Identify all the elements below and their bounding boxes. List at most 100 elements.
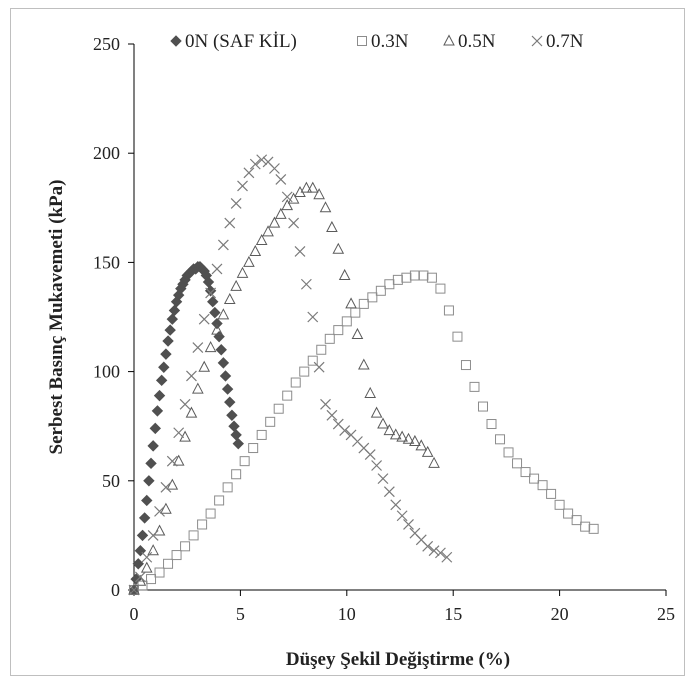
data-point bbox=[418, 270, 429, 281]
data-point bbox=[160, 348, 172, 360]
legend-item: 0.5N bbox=[443, 31, 496, 52]
data-point bbox=[428, 545, 440, 557]
data-point bbox=[377, 473, 389, 485]
data-point bbox=[313, 361, 325, 373]
data-point bbox=[370, 406, 383, 418]
data-point bbox=[141, 551, 153, 563]
data-point bbox=[441, 551, 453, 563]
data-point bbox=[288, 217, 300, 229]
data-point bbox=[222, 482, 233, 493]
data-point bbox=[281, 199, 294, 211]
data-point bbox=[138, 512, 151, 524]
data-point bbox=[160, 502, 172, 514]
data-point bbox=[249, 158, 261, 170]
data-point bbox=[217, 239, 229, 251]
data-point bbox=[403, 519, 414, 530]
data-point bbox=[143, 475, 155, 487]
y-tick-label: 200 bbox=[93, 143, 120, 163]
data-point bbox=[452, 331, 463, 342]
data-point bbox=[141, 494, 153, 507]
data-point bbox=[207, 296, 219, 308]
data-point bbox=[205, 508, 216, 519]
data-point bbox=[364, 386, 377, 398]
data-point bbox=[460, 360, 471, 371]
data-point bbox=[333, 325, 344, 336]
series-2 bbox=[128, 181, 440, 595]
data-point bbox=[168, 304, 181, 317]
legend: 0N (SAF KİL) 0.3N 0.5N 0.7N bbox=[170, 31, 584, 52]
data-point bbox=[546, 488, 557, 499]
data-point bbox=[396, 510, 408, 522]
data-point bbox=[149, 422, 161, 435]
data-point bbox=[256, 154, 268, 166]
data-point bbox=[290, 377, 301, 388]
data-point bbox=[163, 558, 174, 569]
data-point bbox=[153, 389, 166, 402]
data-point bbox=[580, 521, 591, 532]
data-point bbox=[428, 456, 440, 468]
y-tick-label: 150 bbox=[93, 252, 120, 272]
data-point bbox=[339, 425, 351, 436]
data-point bbox=[364, 449, 376, 461]
data-point bbox=[262, 225, 274, 237]
data-point bbox=[409, 270, 420, 281]
legend-marker bbox=[531, 35, 543, 47]
series-1 bbox=[129, 270, 599, 595]
data-point bbox=[332, 242, 345, 254]
series-3 bbox=[128, 154, 453, 596]
data-point bbox=[224, 217, 236, 229]
data-point bbox=[255, 233, 268, 246]
data-point bbox=[145, 457, 157, 470]
x-tick-label: 25 bbox=[657, 604, 675, 624]
data-point bbox=[415, 439, 428, 451]
data-point bbox=[128, 584, 140, 596]
x-tick-label: 10 bbox=[338, 604, 356, 624]
x-axis-title: Düşey Şekil Değiştirme (%) bbox=[286, 649, 510, 670]
data-point bbox=[396, 430, 408, 442]
data-point bbox=[221, 383, 234, 395]
data-point bbox=[275, 207, 287, 219]
data-point bbox=[226, 409, 238, 421]
data-point bbox=[512, 458, 523, 469]
data-point bbox=[341, 316, 352, 327]
plot-area bbox=[128, 154, 599, 596]
legend-item: 0.7N bbox=[531, 31, 584, 52]
data-point bbox=[402, 432, 415, 444]
data-point bbox=[239, 456, 250, 467]
data-point bbox=[213, 330, 225, 343]
data-point bbox=[136, 529, 149, 542]
data-point bbox=[172, 454, 185, 466]
data-point bbox=[160, 481, 172, 493]
data-point bbox=[389, 428, 402, 440]
data-point bbox=[477, 401, 488, 412]
data-point bbox=[383, 423, 396, 436]
data-point bbox=[357, 358, 370, 370]
data-point bbox=[202, 276, 215, 288]
data-point bbox=[166, 455, 178, 467]
data-point bbox=[588, 523, 599, 534]
y-tick-label: 100 bbox=[93, 362, 120, 382]
legend-label: 0.7N bbox=[546, 31, 584, 52]
data-point bbox=[132, 558, 144, 570]
data-point bbox=[166, 313, 179, 325]
data-point bbox=[435, 283, 446, 294]
data-point bbox=[306, 181, 319, 193]
data-point bbox=[377, 417, 389, 429]
x-tick-label: 15 bbox=[444, 604, 462, 624]
data-point bbox=[319, 201, 332, 213]
data-point bbox=[134, 571, 146, 583]
data-point bbox=[173, 427, 185, 439]
data-point bbox=[243, 255, 255, 267]
data-point bbox=[563, 508, 574, 519]
legend-marker bbox=[443, 34, 455, 46]
data-point bbox=[281, 191, 293, 203]
data-point bbox=[223, 292, 236, 305]
data-point bbox=[151, 405, 164, 417]
data-point bbox=[390, 499, 402, 511]
series-0 bbox=[128, 261, 244, 596]
data-point bbox=[275, 173, 287, 185]
x-tick-label: 5 bbox=[236, 604, 245, 624]
y-tick-label: 250 bbox=[93, 34, 120, 54]
data-point bbox=[147, 440, 159, 452]
